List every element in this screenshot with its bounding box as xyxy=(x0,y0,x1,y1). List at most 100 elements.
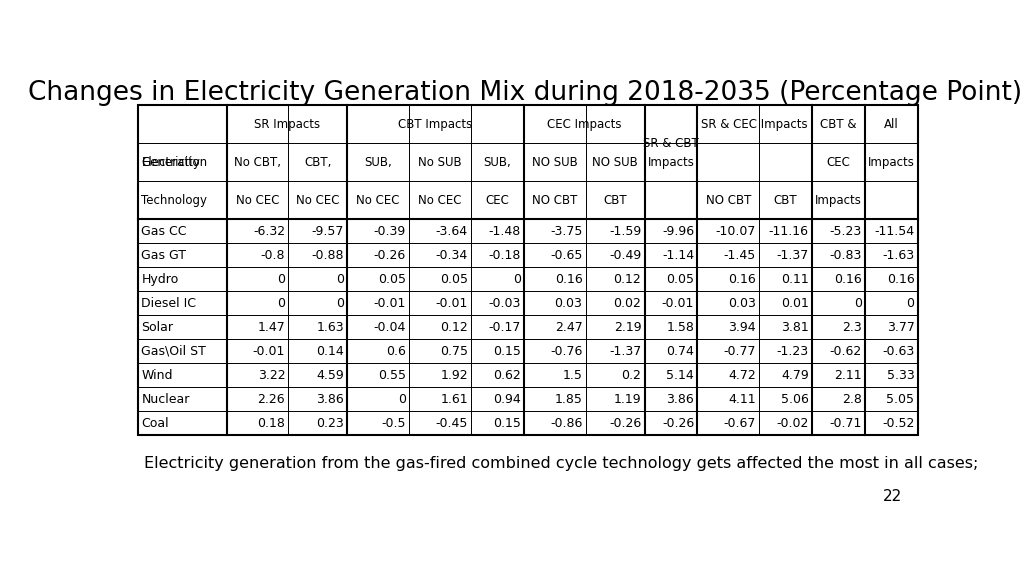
Bar xyxy=(759,181,812,219)
Text: Nuclear: Nuclear xyxy=(141,393,189,406)
Bar xyxy=(410,243,471,267)
Bar xyxy=(759,267,812,291)
Text: -1.63: -1.63 xyxy=(883,249,914,262)
Text: -0.52: -0.52 xyxy=(882,416,914,430)
Text: No CEC: No CEC xyxy=(236,194,280,207)
Bar xyxy=(347,143,410,181)
Bar xyxy=(697,181,759,219)
Text: CBT &: CBT & xyxy=(820,118,857,131)
Text: 0.18: 0.18 xyxy=(257,416,286,430)
Bar xyxy=(410,363,471,387)
Text: No CEC: No CEC xyxy=(356,194,400,207)
Text: 0: 0 xyxy=(906,297,914,310)
Text: 0.16: 0.16 xyxy=(834,272,861,286)
Text: -0.01: -0.01 xyxy=(253,344,286,358)
Bar xyxy=(289,105,347,143)
Text: 3.86: 3.86 xyxy=(667,393,694,406)
Text: -0.49: -0.49 xyxy=(609,249,641,262)
Bar xyxy=(410,181,471,219)
Bar xyxy=(644,219,697,243)
Text: 2.8: 2.8 xyxy=(842,393,861,406)
Text: -0.02: -0.02 xyxy=(776,416,809,430)
Text: 3.86: 3.86 xyxy=(316,393,344,406)
Bar xyxy=(644,363,697,387)
Text: Solar: Solar xyxy=(141,321,173,334)
Text: -3.75: -3.75 xyxy=(550,225,583,238)
Text: -0.01: -0.01 xyxy=(435,297,468,310)
Bar xyxy=(697,339,759,363)
Text: -5.23: -5.23 xyxy=(829,225,861,238)
Bar xyxy=(865,243,918,267)
Text: -10.07: -10.07 xyxy=(716,225,756,238)
Text: -9.96: -9.96 xyxy=(663,225,694,238)
Text: Technology: Technology xyxy=(141,194,208,207)
Text: 0.05: 0.05 xyxy=(667,272,694,286)
Text: -0.65: -0.65 xyxy=(550,249,583,262)
Bar xyxy=(347,219,410,243)
Bar xyxy=(410,143,471,181)
Bar xyxy=(524,105,586,143)
Bar xyxy=(644,339,697,363)
Bar xyxy=(865,315,918,339)
Text: SR & CBT: SR & CBT xyxy=(643,137,698,150)
Bar xyxy=(586,181,644,219)
Text: 4.59: 4.59 xyxy=(316,369,344,381)
Bar xyxy=(865,219,918,243)
Bar xyxy=(226,105,289,143)
Bar xyxy=(471,291,524,315)
Text: 1.19: 1.19 xyxy=(613,393,641,406)
Bar xyxy=(812,219,865,243)
Text: -0.88: -0.88 xyxy=(311,249,344,262)
Text: 0.75: 0.75 xyxy=(440,344,468,358)
Text: Gas CC: Gas CC xyxy=(141,225,187,238)
Text: 2.47: 2.47 xyxy=(555,321,583,334)
Text: -1.23: -1.23 xyxy=(777,344,809,358)
Bar xyxy=(812,243,865,267)
Bar xyxy=(586,143,644,181)
Bar xyxy=(226,363,289,387)
Text: NO CBT: NO CBT xyxy=(706,194,751,207)
Text: No SUB: No SUB xyxy=(418,156,462,169)
Text: -0.01: -0.01 xyxy=(374,297,406,310)
Bar xyxy=(644,105,697,143)
Text: -1.14: -1.14 xyxy=(663,249,694,262)
Text: -0.26: -0.26 xyxy=(662,416,694,430)
Bar xyxy=(812,143,865,181)
Bar xyxy=(697,363,759,387)
Bar xyxy=(226,243,289,267)
Text: -1.59: -1.59 xyxy=(609,225,641,238)
Text: -1.48: -1.48 xyxy=(488,225,520,238)
Bar xyxy=(289,339,347,363)
Text: CEC: CEC xyxy=(826,156,850,169)
Bar xyxy=(759,339,812,363)
Text: Impacts: Impacts xyxy=(815,194,862,207)
Text: -0.39: -0.39 xyxy=(374,225,406,238)
Text: SR Impacts: SR Impacts xyxy=(254,118,319,131)
Text: CEC: CEC xyxy=(485,194,509,207)
Text: 0: 0 xyxy=(336,297,344,310)
Bar xyxy=(410,291,471,315)
Text: 0: 0 xyxy=(278,297,286,310)
Text: CBT Impacts: CBT Impacts xyxy=(398,118,473,131)
Text: 5.06: 5.06 xyxy=(781,393,809,406)
Bar xyxy=(226,219,289,243)
Bar xyxy=(524,387,586,411)
Text: 5.33: 5.33 xyxy=(887,369,914,381)
Bar xyxy=(347,387,410,411)
Bar xyxy=(410,267,471,291)
Text: Electricity generation from the gas-fired combined cycle technology gets affecte: Electricity generation from the gas-fire… xyxy=(143,456,978,471)
Text: 2.3: 2.3 xyxy=(842,321,861,334)
Bar xyxy=(759,411,812,435)
Bar xyxy=(289,143,347,181)
Bar xyxy=(865,363,918,387)
Bar xyxy=(812,411,865,435)
Text: -0.83: -0.83 xyxy=(829,249,861,262)
Bar xyxy=(226,267,289,291)
Text: 0.62: 0.62 xyxy=(493,369,520,381)
Bar xyxy=(759,105,812,143)
Bar xyxy=(137,315,226,339)
Bar xyxy=(524,339,586,363)
Text: No CBT,: No CBT, xyxy=(233,156,281,169)
Text: -11.16: -11.16 xyxy=(769,225,809,238)
Bar xyxy=(137,219,226,243)
